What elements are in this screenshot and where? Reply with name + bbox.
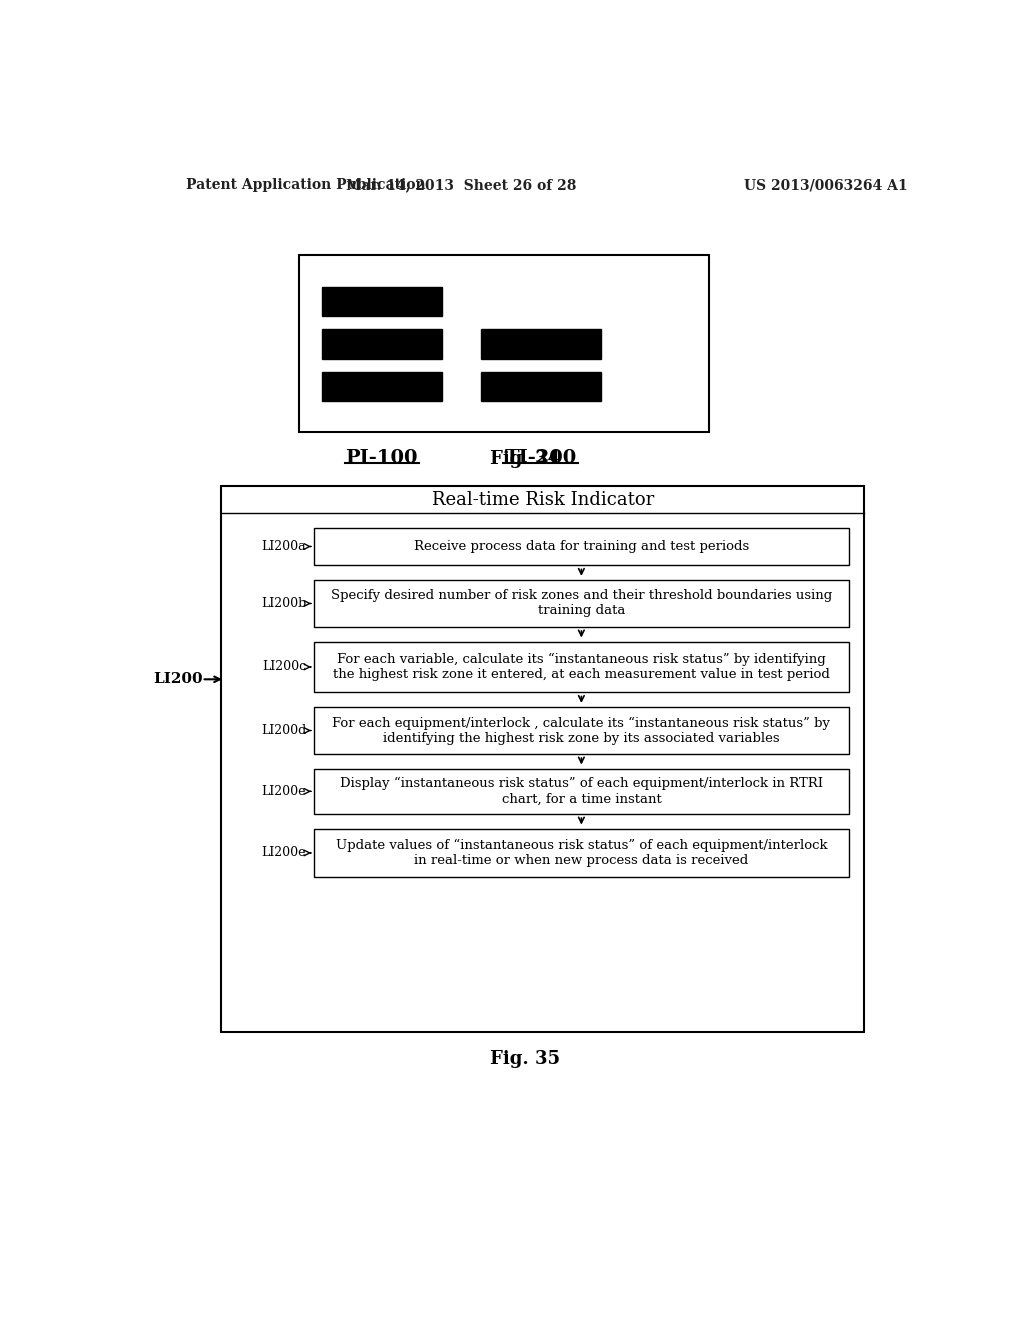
Text: LI200c: LI200c: [262, 660, 306, 673]
Bar: [314, 642, 849, 692]
Bar: [299, 255, 710, 432]
Text: Display “instantaneous risk status” of each equipment/interlock in RTRI
chart, f: Display “instantaneous risk status” of e…: [340, 777, 823, 805]
Text: LI200a: LI200a: [261, 540, 306, 553]
Text: For each variable, calculate its “instantaneous risk status” by identifying
the : For each variable, calculate its “instan…: [333, 653, 829, 681]
Text: Mar. 14, 2013  Sheet 26 of 28: Mar. 14, 2013 Sheet 26 of 28: [346, 178, 577, 193]
Bar: [314, 708, 849, 754]
Bar: [322, 330, 442, 359]
Text: Specify desired number of risk zones and their threshold boundaries using
traini: Specify desired number of risk zones and…: [331, 590, 831, 618]
Bar: [314, 770, 849, 813]
Text: TI-200: TI-200: [505, 449, 577, 467]
Text: Patent Application Publication: Patent Application Publication: [186, 178, 426, 193]
Text: Real-time Risk Indicator: Real-time Risk Indicator: [431, 491, 653, 508]
Text: For each equipment/interlock , calculate its “instantaneous risk status” by
iden: For each equipment/interlock , calculate…: [333, 717, 830, 744]
Text: Fig. 35: Fig. 35: [489, 1051, 560, 1068]
Text: Receive process data for training and test periods: Receive process data for training and te…: [414, 540, 749, 553]
Bar: [314, 581, 849, 627]
Bar: [314, 528, 849, 565]
Text: LI200: LI200: [154, 672, 203, 686]
Bar: [221, 486, 864, 1032]
Bar: [322, 372, 442, 401]
Text: PI-100: PI-100: [345, 449, 418, 467]
Bar: [322, 286, 442, 317]
Bar: [480, 372, 601, 401]
Text: LI200e: LI200e: [262, 846, 306, 859]
Text: LI200e: LI200e: [262, 785, 306, 797]
Text: Fig. 34: Fig. 34: [489, 450, 560, 467]
Text: Update values of “instantaneous risk status” of each equipment/interlock
in real: Update values of “instantaneous risk sta…: [336, 838, 827, 867]
Text: LI200b: LI200b: [261, 597, 306, 610]
Bar: [314, 829, 849, 876]
Text: US 2013/0063264 A1: US 2013/0063264 A1: [743, 178, 907, 193]
Bar: [480, 330, 601, 359]
Text: LI200d: LI200d: [261, 723, 306, 737]
